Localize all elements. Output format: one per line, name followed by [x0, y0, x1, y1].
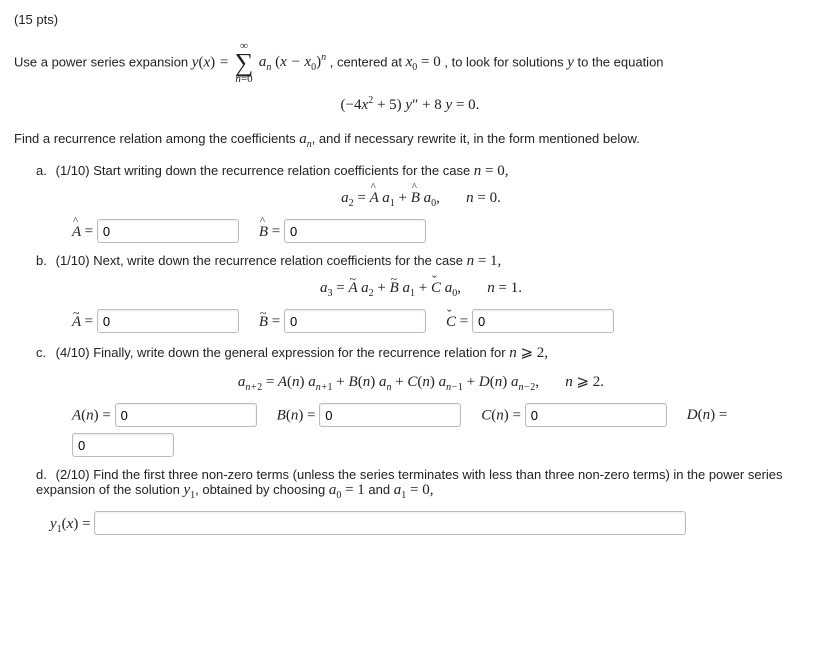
a-tilde-input[interactable] [97, 309, 239, 333]
part-d-text2: , obtained by choosing [195, 482, 329, 497]
a-n-input[interactable] [115, 403, 257, 427]
part-a-label: a. [36, 163, 52, 178]
intro-line: Use a power series expansion y(x) = ∞ ∑ … [14, 41, 806, 85]
task-text: Find a recurrence relation among the coe… [14, 124, 806, 155]
a-hat-input[interactable] [97, 219, 239, 243]
part-c-cond: n ⩾ 2, [509, 345, 548, 361]
d-n-input[interactable] [72, 433, 174, 457]
intro-y: y [567, 54, 574, 70]
part-b-text: Next, write down the recurrence relation… [93, 253, 466, 268]
part-c-pts: (4/10) [56, 345, 90, 360]
part-d-pts: (2/10) [56, 467, 90, 482]
part-c-eq: an+2 = A(n) an+1 + B(n) an + C(n) an−1 +… [36, 372, 806, 393]
intro-centered: , centered at [330, 54, 406, 69]
c-n-input[interactable] [525, 403, 667, 427]
part-a-eq: a2 = A a1 + B a0, n = 0. [36, 190, 806, 209]
part-a-cond: n = 0, [474, 163, 509, 179]
y1-input[interactable] [94, 511, 686, 535]
part-a-text: Start writing down the recurrence relati… [93, 163, 474, 178]
intro-pre: Use a power series expansion [14, 54, 192, 69]
part-a-pts: (1/10) [56, 163, 90, 178]
part-b-label: b. [36, 253, 52, 268]
part-b: b. (1/10) Next, write down the recurrenc… [36, 253, 806, 333]
c-caron-input[interactable] [472, 309, 614, 333]
part-a: a. (1/10) Start writing down the recurre… [36, 163, 806, 243]
part-b-cond: n = 1, [467, 253, 502, 269]
intro-yx: y(x) = [192, 54, 233, 70]
part-d-y1x: y1(x) = [50, 516, 94, 532]
part-d-and: and [368, 482, 393, 497]
sigma-symbol: ∑ [235, 52, 254, 74]
part-d-label: d. [36, 467, 52, 482]
part-c-label: c. [36, 345, 52, 360]
intro-term: an (x − x0)n [259, 54, 326, 70]
part-d: d. (2/10) Find the first three non-zero … [36, 467, 806, 535]
intro-post: , to look for solutions [444, 54, 567, 69]
main-equation: (−4x2 + 5) y″ + 8 y = 0. [14, 95, 806, 114]
sigma-bottom: n=0 [235, 74, 254, 85]
part-d-y1: y1 [183, 482, 195, 498]
b-tilde-input[interactable] [284, 309, 426, 333]
b-hat-input[interactable] [284, 219, 426, 243]
part-c-text: Finally, write down the general expressi… [93, 345, 509, 360]
b-n-input[interactable] [319, 403, 461, 427]
part-d-a0: a0 = 1 [329, 482, 365, 498]
intro-x0: x0 = 0 [406, 54, 441, 70]
points-label: (15 pts) [14, 12, 806, 27]
sigma-icon: ∞ ∑ n=0 [235, 41, 254, 85]
part-b-eq: a3 = A a2 + B a1 + C a0, n = 1. [36, 280, 806, 299]
part-d-a1: a1 = 0, [394, 482, 434, 498]
intro-post2: to the equation [578, 54, 664, 69]
part-b-pts: (1/10) [56, 253, 90, 268]
part-c: c. (4/10) Finally, write down the genera… [36, 343, 806, 457]
